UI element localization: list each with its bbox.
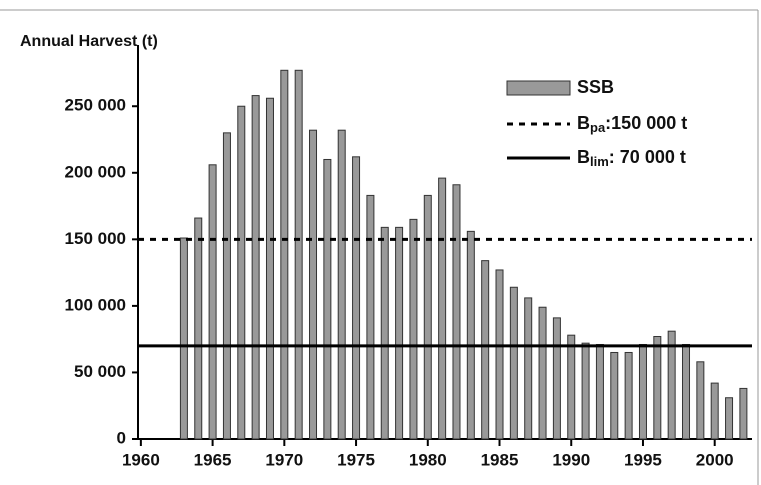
bar	[294, 69, 303, 440]
x-tick-label: 1970	[265, 450, 303, 469]
bar	[251, 95, 260, 440]
bar	[624, 351, 633, 440]
bar	[265, 97, 274, 440]
y-tick-label: 0	[117, 428, 126, 447]
bar	[380, 226, 389, 440]
legend-label-main: B	[577, 147, 590, 167]
bar	[538, 306, 547, 440]
bar	[552, 317, 561, 440]
legend-label-rest: :150 000 t	[605, 113, 687, 133]
bar	[280, 69, 289, 440]
bar	[237, 105, 246, 440]
x-tick-label: 1975	[337, 450, 375, 469]
legend-swatch	[506, 80, 571, 96]
bar	[725, 397, 734, 440]
bar	[696, 361, 705, 440]
bar	[524, 297, 533, 440]
bar	[409, 218, 418, 440]
legend-label-sub: pa	[590, 120, 606, 135]
bar	[739, 387, 748, 440]
bar	[595, 343, 604, 440]
y-tick-label: 250 000	[65, 96, 126, 115]
legend-label: Bpa:150 000 t	[577, 113, 687, 136]
bar	[452, 184, 461, 440]
bar	[610, 351, 619, 440]
bar	[509, 286, 518, 440]
x-tick-label: 1980	[409, 450, 447, 469]
bar	[466, 230, 475, 440]
y-tick-label: 200 000	[65, 162, 126, 181]
bar	[682, 343, 691, 440]
x-tick-label: 1985	[481, 450, 519, 469]
bar	[495, 269, 504, 440]
legend-label-main: B	[577, 113, 590, 133]
bar	[423, 194, 432, 440]
bar	[323, 158, 332, 440]
x-tick-label: 1965	[194, 450, 232, 469]
x-tick-label: 1995	[624, 450, 662, 469]
bar	[581, 342, 590, 440]
y-tick-label: 50 000	[74, 362, 126, 381]
bar	[179, 237, 188, 440]
bar	[309, 129, 318, 440]
bar	[653, 336, 662, 440]
bar	[710, 382, 719, 440]
legend-label: SSB	[577, 77, 614, 97]
bar	[337, 129, 346, 440]
bar	[481, 260, 490, 440]
bar	[638, 343, 647, 440]
bar	[438, 177, 447, 440]
y-axis-title: Annual Harvest (t)	[20, 33, 158, 50]
legend-label-rest: : 70 000 t	[609, 147, 686, 167]
x-tick-label: 1990	[552, 450, 590, 469]
x-tick-label: 2000	[696, 450, 734, 469]
bar	[567, 334, 576, 440]
x-tick-label: 1960	[122, 450, 160, 469]
bar	[208, 164, 217, 440]
bar	[395, 226, 404, 440]
legend-label-sub: lim	[590, 154, 609, 169]
y-tick-label: 150 000	[65, 229, 126, 248]
bar	[667, 330, 676, 440]
bar	[352, 156, 361, 440]
bar	[194, 217, 203, 440]
y-tick-label: 100 000	[65, 295, 126, 314]
bar	[366, 194, 375, 440]
bar	[222, 132, 231, 440]
legend-label: Blim: 70 000 t	[577, 147, 686, 170]
